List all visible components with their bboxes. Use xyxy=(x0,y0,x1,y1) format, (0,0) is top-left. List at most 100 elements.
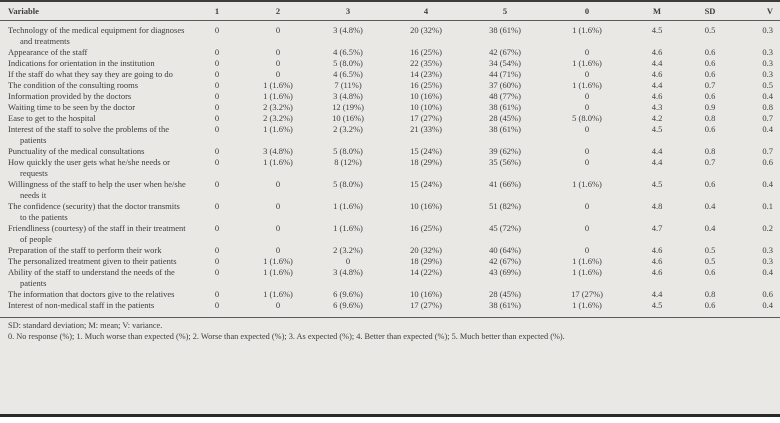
value-cell: 4.7 xyxy=(651,223,663,233)
value-cell: 0.6 xyxy=(704,300,716,310)
value-cell: 1 (1.6%) xyxy=(572,256,602,266)
table-row: Friendliness (courtesy) of the staff in … xyxy=(0,223,780,245)
value-cell: 0.7 xyxy=(762,146,773,156)
column-header-1: 1 xyxy=(188,2,246,21)
table-row: Interest of the staff to solve the probl… xyxy=(0,124,780,146)
footnote-scale-legend: 0. No response (%); 1. Much worse than e… xyxy=(8,331,565,341)
value-cell: 6 (9.6%) xyxy=(333,300,363,310)
value-cell: 0.4 xyxy=(762,91,773,101)
value-cell: 22 (35%) xyxy=(410,58,442,68)
value-cell: 0.3 xyxy=(762,25,773,35)
value-cell: 0 xyxy=(584,201,590,211)
value-cell: 0 xyxy=(275,47,281,57)
variable-cell: Ability of the staff to understand the n… xyxy=(8,267,175,288)
variable-cell: The information that doctors give to the… xyxy=(8,289,175,299)
column-header-sd: SD xyxy=(684,2,736,21)
value-cell: 0 xyxy=(214,267,220,277)
value-cell: 0 xyxy=(214,102,220,112)
value-cell: 0.6 xyxy=(704,47,716,57)
value-cell: 1 (1.6%) xyxy=(263,267,293,277)
value-cell: 0 xyxy=(214,157,220,167)
value-cell: 5 (8.0%) xyxy=(333,179,363,189)
value-cell: 0.3 xyxy=(762,69,773,79)
value-cell: 16 (25%) xyxy=(410,223,442,233)
value-cell: 0 xyxy=(584,223,590,233)
value-cell: 0 xyxy=(275,69,281,79)
value-cell: 0 xyxy=(275,245,281,255)
value-cell: 0 xyxy=(584,124,590,134)
value-cell: 2 (3.2%) xyxy=(333,245,363,255)
value-cell: 4.2 xyxy=(651,113,663,123)
value-cell: 1 (1.6%) xyxy=(333,223,363,233)
table-row: Indications for orientation in the insti… xyxy=(0,58,780,69)
variable-cell: Appearance of the staff xyxy=(8,47,88,57)
value-cell: 8 (12%) xyxy=(334,157,362,167)
value-cell: 10 (16%) xyxy=(332,113,364,123)
value-cell: 4.4 xyxy=(651,58,663,68)
value-cell: 0 xyxy=(214,124,220,134)
value-cell: 0 xyxy=(214,179,220,189)
value-cell: 3 (4.8%) xyxy=(333,25,363,35)
table-header: Variable 1 2 3 4 5 0 M SD V xyxy=(0,2,780,21)
table-row: How quickly the user gets what he/she ne… xyxy=(0,157,780,179)
table-row: Interest of non-medical staff in the pat… xyxy=(0,300,780,311)
value-cell: 38 (61%) xyxy=(489,25,521,35)
value-cell: 40 (64%) xyxy=(489,245,521,255)
value-cell: 39 (62%) xyxy=(489,146,521,156)
value-cell: 0.6 xyxy=(704,124,716,134)
value-cell: 3 (4.8%) xyxy=(333,91,363,101)
value-cell: 4.5 xyxy=(651,124,663,134)
value-cell: 0.8 xyxy=(704,289,716,299)
value-cell: 4.4 xyxy=(651,146,663,156)
value-cell: 4.4 xyxy=(651,289,663,299)
table-row: Waiting time to be seen by the doctor 0 2 … xyxy=(0,102,780,113)
value-cell: 0.4 xyxy=(762,267,773,277)
column-header-2: 2 xyxy=(246,2,310,21)
value-cell: 17 (27%) xyxy=(571,289,603,299)
value-cell: 5 (8.0%) xyxy=(572,113,602,123)
value-cell: 18 (29%) xyxy=(410,256,442,266)
value-cell: 0 xyxy=(214,47,220,57)
value-cell: 0 xyxy=(214,25,220,35)
value-cell: 44 (71%) xyxy=(489,69,521,79)
value-cell: 7 (11%) xyxy=(334,80,362,90)
value-cell: 0.3 xyxy=(762,245,773,255)
value-cell: 1 (1.6%) xyxy=(263,289,293,299)
value-cell: 0 xyxy=(275,201,281,211)
value-cell: 0.6 xyxy=(704,91,716,101)
value-cell: 0 xyxy=(584,91,590,101)
value-cell: 4 (6.5%) xyxy=(333,47,363,57)
table-footnotes: SD: standard deviation; M: mean; V: vari… xyxy=(0,317,780,342)
table-row: Ease to get to the hospital 0 2 (3.2%) 10 (… xyxy=(0,113,780,124)
value-cell: 1 (1.6%) xyxy=(333,201,363,211)
value-cell: 0 xyxy=(584,157,590,167)
table-row: The condition of the consulting rooms 0 1 … xyxy=(0,80,780,91)
value-cell: 0 xyxy=(214,245,220,255)
value-cell: 5 (8.0%) xyxy=(333,146,363,156)
value-cell: 14 (22%) xyxy=(410,267,442,277)
value-cell: 21 (33%) xyxy=(410,124,442,134)
value-cell: 16 (25%) xyxy=(410,80,442,90)
table-row: Technology of the medical equipment for … xyxy=(0,21,780,48)
value-cell: 0 xyxy=(275,223,281,233)
value-cell: 34 (54%) xyxy=(489,58,521,68)
value-cell: 0.3 xyxy=(762,58,773,68)
value-cell: 2 (3.2%) xyxy=(333,124,363,134)
column-header-0: 0 xyxy=(544,2,630,21)
variable-cell: Willingness of the staff to help the use… xyxy=(8,179,186,200)
value-cell: 5 (8.0%) xyxy=(333,58,363,68)
value-cell: 0 xyxy=(275,179,281,189)
value-cell: 0 xyxy=(275,25,281,35)
variable-cell: Indications for orientation in the insti… xyxy=(8,58,155,68)
table-row: Preparation of the staff to perform thei… xyxy=(0,245,780,256)
variable-cell: Waiting time to be seen by the doctor xyxy=(8,102,136,112)
value-cell: 0.4 xyxy=(704,201,716,211)
value-cell: 10 (16%) xyxy=(410,201,442,211)
header-row: Variable 1 2 3 4 5 0 M SD V xyxy=(0,2,780,21)
value-cell: 20 (32%) xyxy=(410,25,442,35)
value-cell: 0.4 xyxy=(704,223,716,233)
value-cell: 0.9 xyxy=(704,102,716,112)
value-cell: 1 (1.6%) xyxy=(572,300,602,310)
value-cell: 0 xyxy=(584,146,590,156)
